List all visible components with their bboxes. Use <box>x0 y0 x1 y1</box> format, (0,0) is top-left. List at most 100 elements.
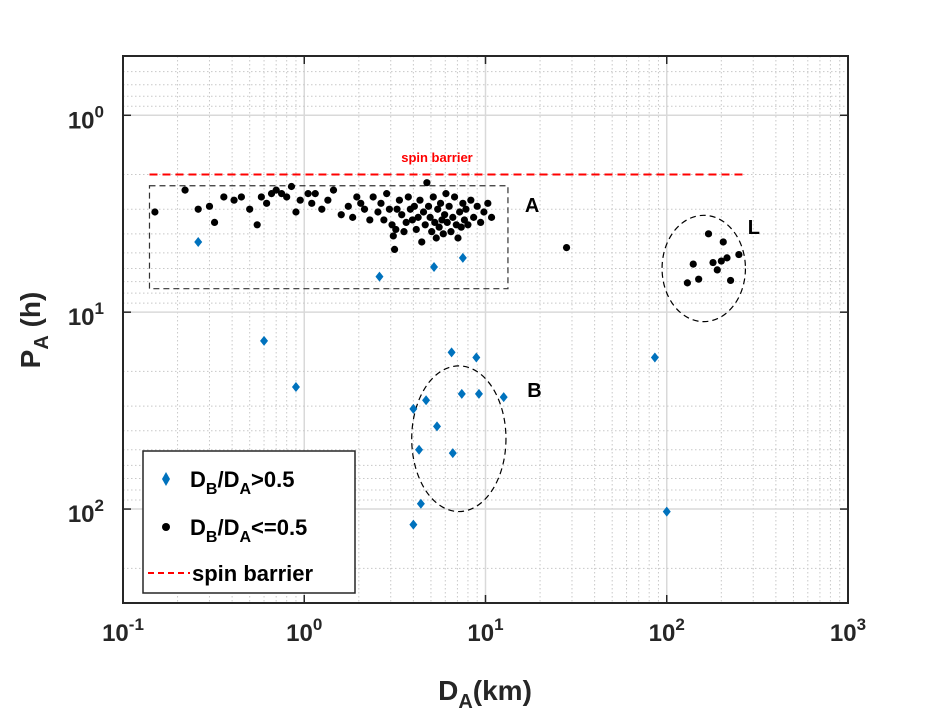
x-tick-base: 10 <box>102 620 129 647</box>
point-dot <box>717 257 725 265</box>
x-tick-label: 103 <box>830 615 866 647</box>
legend-label-dot-mid: /D <box>217 515 239 540</box>
y-tick-base: 10 <box>68 501 95 528</box>
point-dot <box>292 208 300 216</box>
point-dot <box>392 225 400 234</box>
point-dot <box>398 211 406 219</box>
point-dot <box>435 223 443 231</box>
point-dot <box>237 193 245 201</box>
point-dot <box>457 223 465 231</box>
point-dot <box>713 266 721 274</box>
point-diamond <box>194 236 203 247</box>
point-diamond <box>415 444 424 455</box>
annotation-spin-barrier: spin barrier <box>401 150 473 165</box>
legend-label-dot: DB/DA<=0.5 <box>190 515 307 546</box>
point-dot <box>408 216 416 224</box>
point-dot <box>353 193 361 201</box>
point-dot <box>404 193 412 201</box>
point-dot <box>402 218 410 226</box>
legend-label-dot-sub1: B <box>206 529 218 546</box>
legend-box <box>142 450 356 594</box>
point-diamond <box>650 352 659 363</box>
x-tick-label: 101 <box>467 615 503 647</box>
legend-label-diamond-sub1: B <box>206 481 218 498</box>
point-dot <box>366 216 374 224</box>
point-dot <box>477 218 485 226</box>
x-tick-exp: -1 <box>129 615 144 634</box>
point-dot <box>426 213 434 221</box>
point-dot <box>360 205 369 213</box>
point-dot <box>719 238 727 246</box>
point-dot <box>456 208 464 216</box>
point-dot <box>421 221 429 229</box>
y-tick-base: 10 <box>68 107 95 134</box>
y-tick-exp: 2 <box>95 496 104 515</box>
x-tick-base: 10 <box>649 620 676 647</box>
point-dot <box>390 245 399 254</box>
point-dot <box>447 228 455 236</box>
point-diamond <box>422 395 431 406</box>
point-dot <box>230 196 238 204</box>
point-dot <box>442 190 450 198</box>
annotation-a: A <box>525 195 539 217</box>
point-dot <box>462 205 470 213</box>
point-diamond <box>260 335 269 346</box>
point-diamond <box>499 392 508 403</box>
point-dot <box>723 254 731 262</box>
y-axis-label: PA (h) <box>15 292 53 369</box>
annotation-l: L <box>748 217 760 239</box>
point-dot <box>410 202 418 210</box>
x-tick-exp: 0 <box>313 615 322 634</box>
point-dot <box>263 199 271 207</box>
point-dot <box>445 202 453 210</box>
point-diamond <box>472 352 481 363</box>
point-dot <box>467 196 475 204</box>
x-tick-label: 100 <box>286 615 322 647</box>
point-dot <box>432 234 440 242</box>
point-dot <box>400 228 408 236</box>
annotations: spin barrier A L B <box>401 150 760 402</box>
point-diamond <box>474 388 483 399</box>
y-tick-base: 10 <box>68 304 95 331</box>
point-dot <box>429 193 437 201</box>
legend-label-diamond-sub2: A <box>239 481 251 498</box>
point-dot <box>423 179 431 187</box>
point-dot <box>205 202 214 210</box>
point-dot <box>428 228 436 236</box>
point-diamond <box>458 252 467 263</box>
point-diamond <box>432 421 441 432</box>
point-dot <box>324 196 332 204</box>
point-dot <box>374 208 382 216</box>
point-dot <box>393 205 401 213</box>
y-tick-label: 102 <box>68 496 104 528</box>
group-regions <box>148 185 747 513</box>
y-tick-label: 101 <box>68 299 104 331</box>
point-dot <box>470 213 478 221</box>
point-dot <box>304 190 312 198</box>
point-dot <box>395 196 404 204</box>
point-dot <box>431 218 439 226</box>
legend-label-diamond: DB/DA>0.5 <box>190 467 294 498</box>
point-dot <box>380 216 388 224</box>
point-dot <box>414 213 422 221</box>
x-axis-label-sub: A <box>458 691 472 713</box>
x-tick-exp: 2 <box>675 615 684 634</box>
point-dot <box>311 190 319 198</box>
y-axis-label-sub: A <box>31 335 53 349</box>
x-tick-label: 102 <box>649 615 685 647</box>
point-dot <box>484 199 492 207</box>
point-dot <box>257 193 265 201</box>
x-tick-exp: 3 <box>857 615 866 634</box>
y-tick-exp: 1 <box>95 299 104 318</box>
point-dot <box>383 190 391 198</box>
point-diamond <box>409 403 418 414</box>
x-tick-base: 10 <box>286 620 313 647</box>
legend-marker-dot <box>162 523 170 531</box>
legend-label-diamond-rest: >0.5 <box>251 467 294 492</box>
point-dot <box>450 193 459 201</box>
y-axis-label-main: P <box>15 350 46 369</box>
point-dot <box>369 193 377 201</box>
point-dot <box>337 211 345 219</box>
point-dot <box>454 234 462 242</box>
